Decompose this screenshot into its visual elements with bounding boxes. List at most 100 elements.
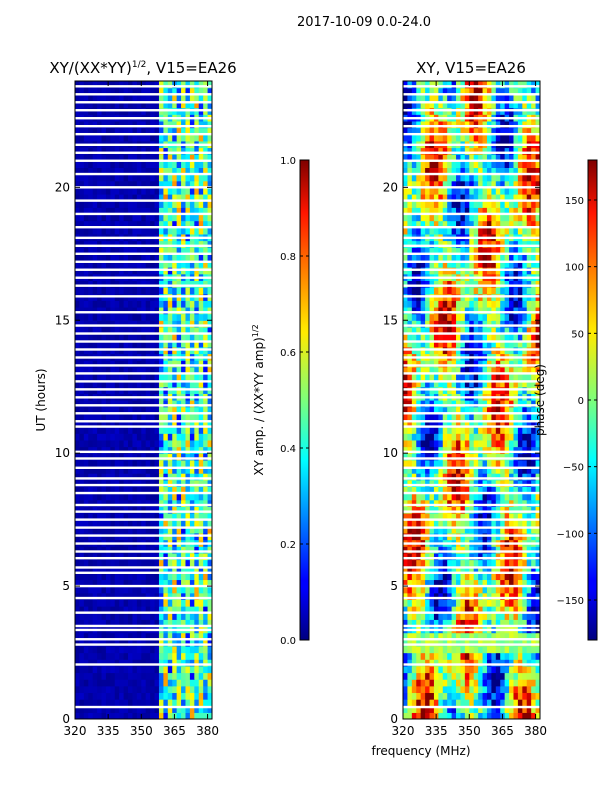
heatmap-cell [478, 546, 484, 554]
heatmap-cell [141, 672, 147, 680]
heatmap-cell [119, 366, 125, 375]
heatmap-cell [198, 134, 204, 142]
heatmap-cell [403, 499, 409, 507]
heatmap-cell [163, 320, 169, 328]
heatmap-cell [500, 433, 506, 441]
heatmap-cell [473, 559, 479, 567]
heatmap-cell [75, 413, 81, 421]
heatmap-cell [531, 366, 537, 375]
heatmap-cell [513, 340, 519, 348]
heatmap-cell [491, 439, 497, 448]
heatmap-cell [451, 479, 457, 487]
heatmap-cell [189, 446, 195, 454]
heatmap-cell [150, 413, 156, 421]
heatmap-cell [469, 586, 475, 594]
heatmap-cell [105, 207, 111, 215]
heatmap-cell [128, 586, 134, 594]
heatmap-cell [158, 579, 164, 587]
heatmap-cell [88, 645, 94, 654]
flagged-row [75, 705, 212, 709]
heatmap-cell [189, 486, 195, 494]
heatmap-cell [203, 220, 209, 228]
heatmap-cell [442, 712, 448, 719]
heatmap-cell [101, 213, 107, 222]
heatmap-cell [92, 200, 98, 208]
heatmap-cell [176, 632, 182, 640]
heatmap-cell [97, 326, 103, 335]
heatmap-cell [176, 599, 182, 607]
heatmap-cell [469, 665, 475, 674]
heatmap-cell [504, 300, 510, 308]
heatmap-cell [83, 154, 89, 162]
heatmap-cell [411, 426, 417, 434]
heatmap-cell [535, 313, 540, 321]
heatmap-cell [119, 247, 125, 255]
heatmap-cell [167, 659, 173, 667]
heatmap-cell [491, 313, 497, 321]
heatmap-cell [119, 313, 125, 321]
heatmap-cell [97, 94, 103, 102]
heatmap-cell [491, 333, 497, 341]
heatmap-cell [526, 572, 532, 581]
heatmap-cell [189, 160, 195, 168]
heatmap-cell [522, 366, 528, 375]
heatmap-cell [128, 446, 134, 454]
heatmap-cell [145, 180, 151, 188]
heatmap-cell [495, 586, 501, 594]
heatmap-cell [141, 499, 147, 507]
heatmap-cell [438, 712, 444, 719]
heatmap-cell [176, 100, 182, 109]
heatmap-cell [194, 160, 200, 168]
heatmap-cell [504, 639, 510, 647]
heatmap-cell [185, 300, 191, 308]
heatmap-cell [513, 592, 519, 600]
heatmap-cell [92, 426, 98, 434]
heatmap-cell [535, 499, 540, 507]
heatmap-cell [123, 154, 129, 162]
heatmap-cell [75, 313, 81, 321]
heatmap-cell [172, 180, 178, 188]
heatmap-cell [128, 413, 134, 421]
heatmap-cell [531, 632, 537, 640]
heatmap-cell [88, 400, 94, 408]
heatmap-cell [141, 692, 147, 700]
heatmap-cell [141, 473, 147, 481]
heatmap-cell [154, 81, 160, 89]
heatmap-cell [123, 559, 129, 567]
heatmap-cell [181, 380, 187, 388]
heatmap-cell [185, 154, 191, 162]
heatmap-cell [469, 300, 475, 308]
heatmap-cell [198, 499, 204, 507]
heatmap-cell [456, 459, 462, 468]
heatmap-cell [167, 366, 173, 375]
heatmap-cell [535, 672, 540, 680]
heatmap-cell [79, 433, 85, 441]
heatmap-cell [531, 566, 537, 574]
heatmap-cell [150, 406, 156, 414]
heatmap-cell [482, 586, 488, 594]
heatmap-cell [438, 360, 444, 368]
heatmap-cell [198, 512, 204, 521]
heatmap-cell [114, 373, 120, 381]
heatmap-cell [110, 240, 116, 248]
heatmap-cell [509, 692, 515, 700]
heatmap-cell [132, 665, 138, 674]
heatmap-cell [500, 439, 506, 448]
heatmap-cell [136, 127, 142, 135]
heatmap-cell [438, 400, 444, 408]
heatmap-cell [163, 586, 169, 594]
heatmap-cell [407, 333, 413, 341]
heatmap-cell [92, 360, 98, 368]
heatmap-cell [158, 360, 164, 368]
heatmap-cell [491, 446, 497, 454]
heatmap-cell [158, 459, 164, 468]
heatmap-cell [495, 606, 501, 614]
heatmap-cell [158, 413, 164, 421]
heatmap-cell [473, 692, 479, 700]
heatmap-cell [429, 313, 435, 321]
heatmap-cell [429, 685, 435, 694]
heatmap-cell [531, 426, 537, 434]
heatmap-cell [429, 645, 435, 654]
heatmap-cell [189, 499, 195, 507]
heatmap-cell [181, 552, 187, 561]
